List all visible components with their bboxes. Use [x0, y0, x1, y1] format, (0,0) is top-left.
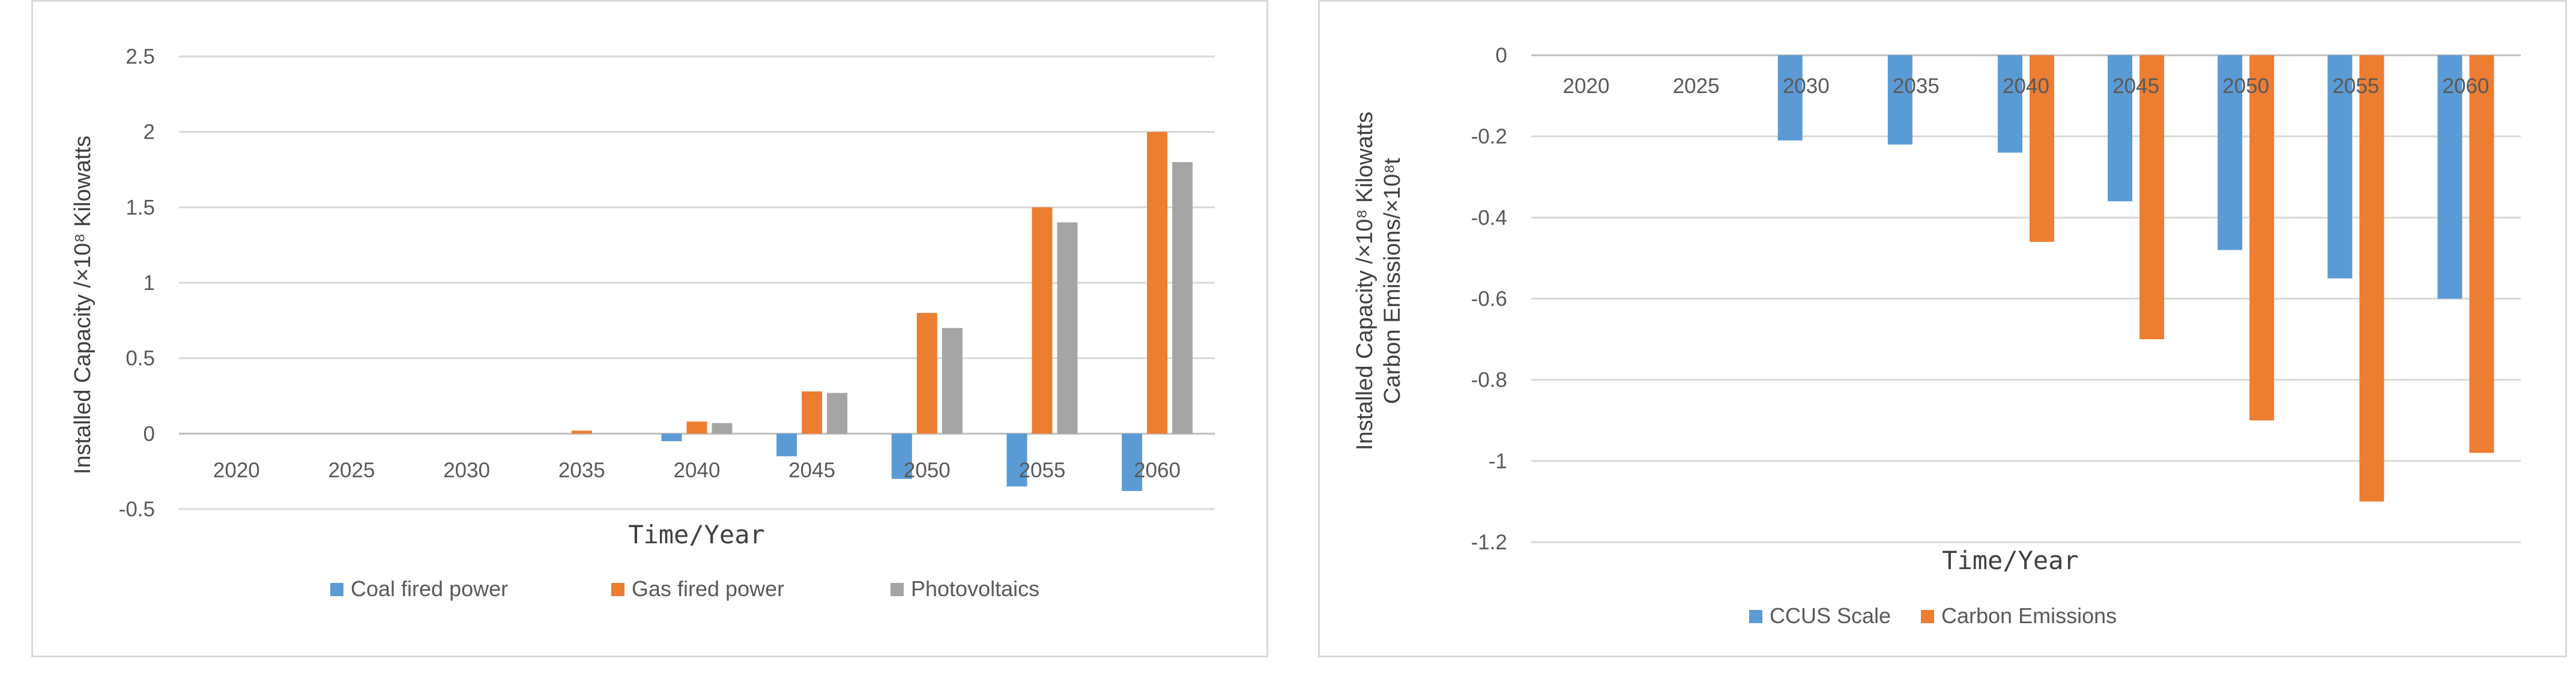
- bar-ccus-scale-2050: [2218, 55, 2243, 250]
- bar-gas-fired-power-2060: [1147, 131, 1168, 434]
- legend-label: Carbon Emissions: [1941, 603, 2117, 628]
- y-tick-label: 1.5: [125, 196, 155, 219]
- bar-photovoltaics-2040: [712, 423, 733, 434]
- bar-coal-fired-power-2045: [776, 433, 797, 457]
- y-tick-label: 0.5: [125, 347, 155, 370]
- bar-gas-fired-power-2040: [686, 421, 707, 434]
- legend-label: Photovoltaics: [911, 576, 1039, 601]
- x-tick-label: 2020: [213, 459, 260, 482]
- x-tick-label: 2040: [2003, 74, 2049, 98]
- x-tick-label: 2025: [1673, 74, 1720, 98]
- x-tick-label: 2050: [2222, 74, 2269, 98]
- x-tick-label: 2035: [558, 459, 605, 482]
- y-tick-label: -1: [1489, 450, 1507, 473]
- bar-ccus-scale-2030: [1777, 55, 1803, 140]
- x-tick-label: 2030: [443, 459, 490, 482]
- bar-coal-fired-power-2055: [1006, 433, 1027, 487]
- y-tick-label: 0: [144, 422, 155, 445]
- bar-gas-fired-power-2045: [802, 391, 823, 434]
- y-tick-label: 0: [1496, 44, 1507, 67]
- bar-ccus-scale-2035: [1887, 55, 1912, 145]
- right-y-axis-title: Installed Capacity /×10⁸ Kilowatts: [1352, 112, 1377, 450]
- bar-carbon-emissions-2050: [2249, 55, 2275, 421]
- right-bars: [1777, 55, 2494, 502]
- bar-carbon-emissions-2055: [2359, 55, 2384, 502]
- left-x-ticks: 2020 2025 2030 2035 2040 2045 2050 2055 2060: [213, 459, 1181, 482]
- legend-swatch-coal-fired-power: [330, 583, 343, 596]
- right-chart-panel: 0 -0.2 -0.4 -0.6 -0.8 -1 -1.2 2020 2025 2030 2035…: [1318, 0, 2567, 657]
- bar-carbon-emissions-2045: [2139, 55, 2165, 340]
- x-tick-label: 2055: [2332, 74, 2379, 98]
- bar-coal-fired-power-2050: [891, 433, 912, 479]
- left-chart: 2.5 2 1.5 1 0.5 0 -0.5 2020 2025 2030 2035 2040 204…: [70, 45, 1215, 601]
- legend-swatch-ccus-scale: [1749, 610, 1762, 623]
- bar-ccus-scale-2060: [2437, 55, 2463, 299]
- x-tick-label: 2040: [674, 459, 721, 482]
- bar-coal-fired-power-2060: [1122, 433, 1143, 491]
- x-tick-label: 2025: [328, 459, 375, 482]
- bar-carbon-emissions-2040: [2030, 55, 2054, 242]
- right-chart: 0 -0.2 -0.4 -0.6 -0.8 -1 -1.2 2020 2025 2030 2035…: [1352, 44, 2521, 628]
- y-tick-label: -0.4: [1471, 206, 1507, 229]
- bar-coal-fired-power-2040: [661, 433, 682, 441]
- left-x-axis-title: Time/Year: [628, 520, 765, 549]
- x-tick-label: 2060: [2443, 74, 2490, 98]
- bar-photovoltaics-2045: [827, 393, 848, 434]
- right-y-axis-title-2: Carbon Emissions/×10⁸t: [1380, 158, 1405, 404]
- left-bars: [571, 131, 1193, 491]
- left-y-axis-title: Installed Capacity /×10⁸ Kilowatts: [70, 136, 95, 474]
- bar-gas-fired-power-2055: [1032, 207, 1053, 434]
- bar-carbon-emissions-2060: [2469, 55, 2494, 453]
- left-y-ticks: 2.5 2 1.5 1 0.5 0 -0.5: [119, 45, 155, 521]
- right-legend: CCUS Scale Carbon Emissions: [1749, 603, 2117, 628]
- x-tick-label: 2055: [1019, 459, 1066, 482]
- legend-swatch-photovoltaics: [890, 583, 904, 596]
- right-x-ticks: 2020 2025 2030 2035 2040 2045 2050 2055 2060: [1563, 74, 2490, 98]
- y-tick-label: -1.2: [1471, 531, 1507, 554]
- y-tick-label: 2: [144, 121, 155, 144]
- right-x-axis-title: Time/Year: [1942, 546, 2079, 575]
- x-tick-label: 2035: [1893, 74, 1940, 98]
- x-tick-label: 2045: [788, 459, 835, 482]
- legend-label: Coal fired power: [351, 576, 508, 601]
- y-tick-label: 2.5: [125, 45, 155, 68]
- bar-ccus-scale-2040: [1998, 55, 2022, 153]
- x-tick-label: 2060: [1134, 459, 1181, 482]
- legend-swatch-gas-fired-power: [611, 583, 624, 596]
- x-tick-label: 2045: [2112, 74, 2159, 98]
- left-legend: Coal fired power Gas fired power Photovolt…: [330, 576, 1039, 601]
- bar-photovoltaics-2050: [942, 328, 963, 434]
- left-chart-panel: 2.5 2 1.5 1 0.5 0 -0.5 2020 2025 2030 2035 2040 204…: [31, 0, 1268, 657]
- y-tick-label: -0.5: [119, 498, 155, 521]
- right-y-ticks: 0 -0.2 -0.4 -0.6 -0.8 -1 -1.2: [1471, 44, 1507, 554]
- bar-gas-fired-power-2035: [571, 430, 592, 434]
- legend-label: Gas fired power: [632, 576, 784, 601]
- right-gridlines: [1531, 54, 2521, 543]
- y-tick-label: 1: [144, 271, 155, 295]
- bar-ccus-scale-2055: [2327, 55, 2353, 279]
- legend-label: CCUS Scale: [1770, 603, 1891, 628]
- bar-ccus-scale-2045: [2108, 55, 2133, 202]
- bar-gas-fired-power-2050: [916, 313, 937, 434]
- y-tick-label: -0.8: [1471, 369, 1507, 392]
- x-tick-label: 2050: [904, 459, 951, 482]
- y-tick-label: -0.6: [1471, 288, 1507, 311]
- x-tick-label: 2020: [1563, 74, 1610, 98]
- x-tick-label: 2030: [1783, 74, 1830, 98]
- legend-swatch-carbon-emissions: [1921, 610, 1934, 623]
- bar-photovoltaics-2060: [1172, 161, 1193, 434]
- y-tick-label: -0.2: [1471, 125, 1507, 148]
- bar-photovoltaics-2055: [1057, 222, 1078, 434]
